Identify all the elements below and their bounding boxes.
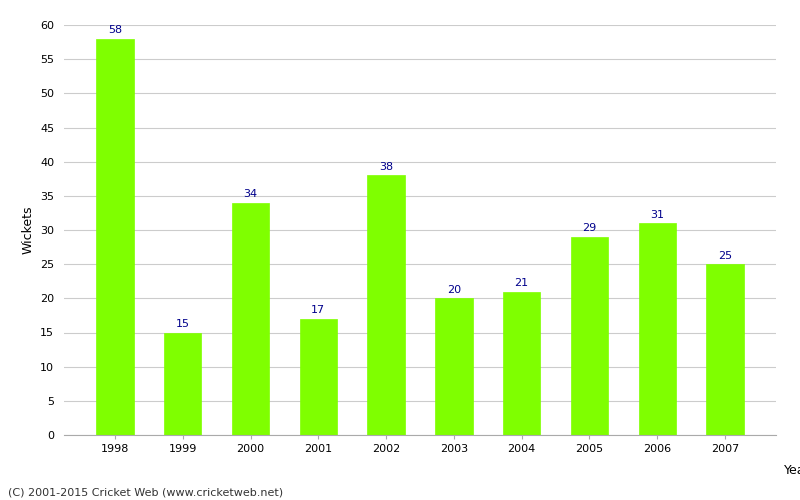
- Text: 29: 29: [582, 224, 597, 234]
- Text: 58: 58: [108, 25, 122, 35]
- Text: 17: 17: [311, 306, 326, 316]
- Bar: [571, 237, 608, 435]
- Bar: [435, 298, 473, 435]
- Bar: [706, 264, 744, 435]
- Bar: [367, 176, 405, 435]
- Text: 25: 25: [718, 251, 732, 261]
- Bar: [164, 332, 202, 435]
- Text: 34: 34: [243, 189, 258, 199]
- Text: 15: 15: [176, 319, 190, 329]
- Bar: [96, 38, 134, 435]
- Text: 21: 21: [514, 278, 529, 288]
- Text: (C) 2001-2015 Cricket Web (www.cricketweb.net): (C) 2001-2015 Cricket Web (www.cricketwe…: [8, 488, 283, 498]
- Text: 38: 38: [379, 162, 393, 172]
- Text: 20: 20: [447, 285, 461, 295]
- X-axis label: Year: Year: [784, 464, 800, 476]
- Bar: [300, 319, 337, 435]
- Bar: [638, 223, 676, 435]
- Bar: [503, 292, 540, 435]
- Bar: [232, 202, 269, 435]
- Y-axis label: Wickets: Wickets: [22, 206, 34, 254]
- Text: 31: 31: [650, 210, 664, 220]
